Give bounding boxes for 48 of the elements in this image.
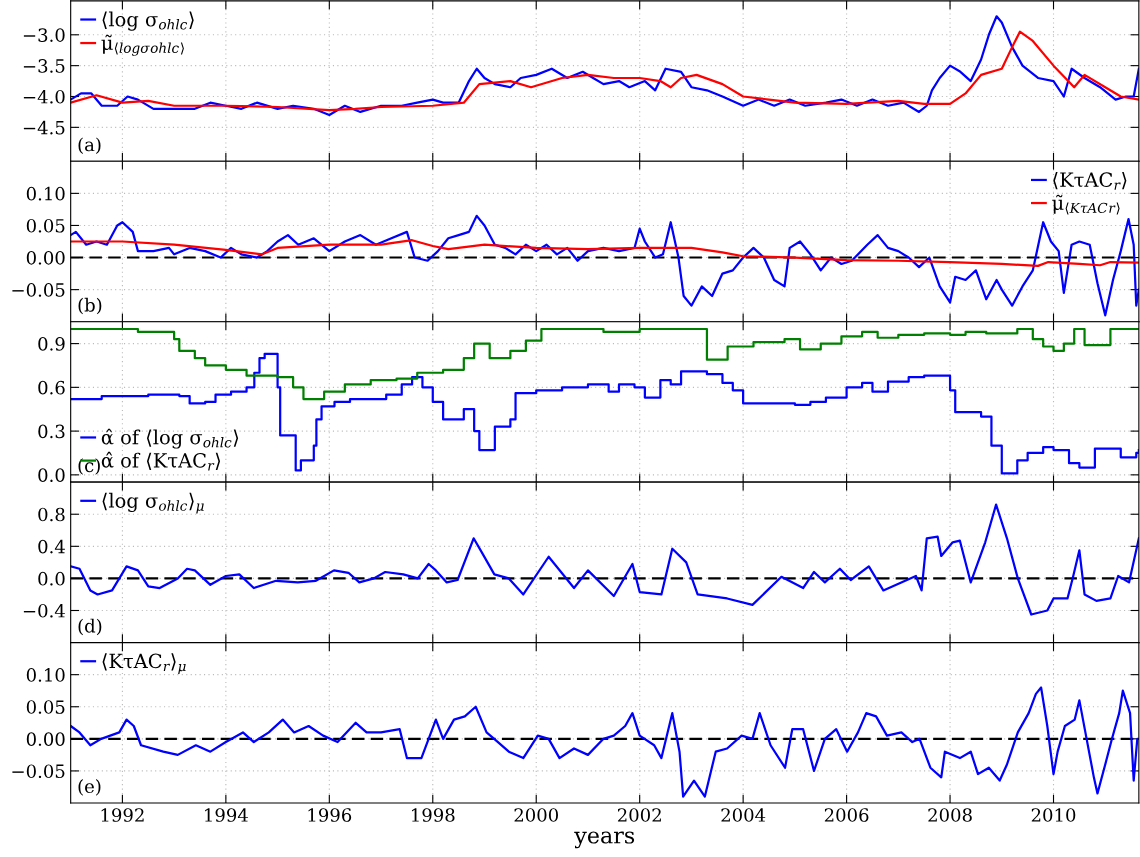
y-tick-label: −0.05 [12, 283, 65, 297]
legend-label: μ̃$_{⟨KτACr⟩}$ [1052, 194, 1120, 215]
annotation: (a) [78, 137, 101, 154]
y-tick-label: −3.5 [23, 59, 65, 73]
y-tick-label: −3.0 [23, 28, 65, 42]
x-tick-label: 2008 [928, 808, 972, 822]
text: ⟨log σ$_{ohlc}$⟩$_{μ}$ [102, 492, 204, 514]
line-series [70, 239, 1139, 267]
y-tick-label: −4.5 [23, 120, 65, 135]
legend-label: μ̃$_{⟨logσohlc⟩}$ [101, 34, 184, 56]
y-tick-label: 0.00 [26, 251, 65, 265]
legend-label: ⟨KτAC$_{r}$⟩ [1053, 171, 1127, 190]
y-tick-label: −4.0 [23, 89, 65, 104]
line-series [70, 214, 1139, 317]
y-tick-label: 0.9 [38, 337, 65, 351]
x-tick-label: 2010 [1031, 808, 1076, 822]
x-tick-label: 2000 [514, 808, 559, 822]
y-tick-label: 0.0 [38, 571, 65, 586]
annotation: (d) [78, 618, 102, 636]
legend-label: α̂ of ⟨KτAC$_{r}$⟩ [101, 451, 221, 471]
line-series [70, 686, 1139, 798]
x-tick-label: 2006 [824, 808, 869, 822]
x-tick-label: 1998 [412, 808, 455, 822]
y-tick-label: 0.10 [26, 186, 65, 201]
y-tick-label: 0.10 [26, 668, 65, 682]
y-tick-label: 0.8 [38, 507, 65, 522]
annotation: (b) [78, 297, 102, 315]
y-tick-label: 0.0 [38, 468, 65, 482]
line-series [70, 30, 1139, 112]
y-tick-label: 0.6 [38, 380, 65, 395]
y-tick-label: −0.05 [12, 764, 65, 779]
annotation: (c) [78, 458, 100, 475]
x-tick-label: 1992 [101, 808, 144, 822]
legend-label: ⟨log σ$_{ohlc}$⟩ [102, 11, 194, 31]
annotation: (e) [78, 779, 101, 796]
x-tick-label: 1994 [205, 808, 248, 822]
x-tick-label: 1996 [308, 808, 352, 822]
y-tick-label: 0.05 [26, 700, 65, 714]
y-tick-label: 0.4 [38, 539, 65, 554]
y-tick-label: 0.00 [26, 732, 65, 746]
x-tick-label: 2002 [617, 808, 661, 822]
x-tick-label: 2004 [721, 808, 766, 822]
y-tick-label: 0.05 [26, 218, 65, 233]
legend-label: α̂ of ⟨log σ$_{ohlc}$⟩ [101, 428, 239, 449]
legend-label: ⟨KτAC$_{r}$⟩$_{μ}$ [102, 653, 186, 674]
y-tick-label: 0.3 [38, 424, 65, 439]
y-tick-label: −0.4 [23, 603, 65, 618]
x-axis-title: years [574, 831, 635, 849]
